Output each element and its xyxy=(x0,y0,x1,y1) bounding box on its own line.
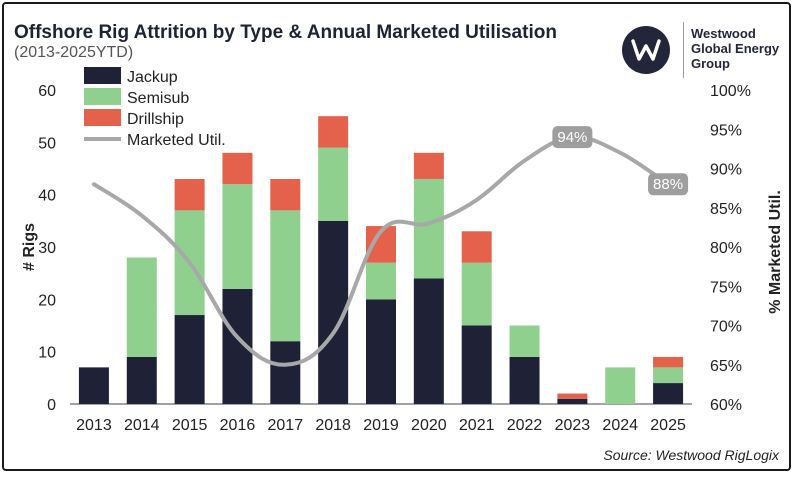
left-axis-tick-label: 50 xyxy=(38,135,56,152)
bar-jackup xyxy=(78,367,109,404)
bar-drillship xyxy=(461,231,492,263)
left-axis-tick-label: 30 xyxy=(38,240,56,257)
bar-drillship xyxy=(174,178,205,211)
right-axis-tick-label: 75% xyxy=(710,279,742,296)
x-axis-tick-label: 2016 xyxy=(220,417,256,434)
left-axis-tick-label: 10 xyxy=(38,345,56,362)
x-axis-tick-label: 2024 xyxy=(602,417,638,434)
right-axis-tick-label: 85% xyxy=(710,201,742,218)
x-axis-tick-label: 2014 xyxy=(124,417,160,434)
x-axis-tick-label: 2015 xyxy=(172,417,208,434)
left-axis-title: # Rigs xyxy=(21,223,38,271)
right-axis-tick-label: 100% xyxy=(710,83,751,100)
legend-label: Jackup xyxy=(127,69,178,86)
chart-frame: Offshore Rig Attrition by Type & Annual … xyxy=(2,2,791,471)
bar-drillship xyxy=(222,152,253,185)
bar-jackup xyxy=(509,356,540,404)
bar-jackup xyxy=(461,325,492,404)
w-monogram-icon xyxy=(622,26,670,74)
left-axis-tick-label: 40 xyxy=(38,188,56,205)
bar-jackup xyxy=(557,398,588,404)
x-axis-tick-label: 2019 xyxy=(363,417,399,434)
bar-semisub xyxy=(222,184,253,289)
bar-jackup xyxy=(174,315,205,404)
right-axis-tick-label: 70% xyxy=(710,319,742,336)
logo-line-1: Westwood xyxy=(691,26,756,41)
bar-semisub xyxy=(605,367,636,404)
logo-line-3: Group xyxy=(691,56,730,71)
right-axis-tick-label: 65% xyxy=(710,358,742,375)
bar-drillship xyxy=(557,393,588,399)
util-callout-label: 94% xyxy=(557,129,587,146)
chart-title: Offshore Rig Attrition by Type & Annual … xyxy=(14,22,557,43)
right-axis-title: % Marketed Util. xyxy=(767,190,784,314)
legend-swatch-drillship xyxy=(84,109,121,126)
bar-semisub xyxy=(461,262,492,326)
legend-swatch-jackup xyxy=(84,67,121,84)
x-axis-tick-label: 2017 xyxy=(268,417,304,434)
left-axis-tick-label: 20 xyxy=(38,292,56,309)
x-axis-tick-label: 2023 xyxy=(555,417,591,434)
x-axis-tick-label: 2013 xyxy=(76,417,112,434)
x-axis-tick-label: 2021 xyxy=(459,417,495,434)
right-axis-tick-label: 80% xyxy=(710,240,742,257)
bar-jackup xyxy=(270,341,301,404)
right-axis-tick-label: 95% xyxy=(710,122,742,139)
util-callout-label: 88% xyxy=(653,176,683,193)
legend-label: Drillship xyxy=(127,111,184,128)
left-axis-tick-label: 0 xyxy=(47,397,56,414)
legend-label: Marketed Util. xyxy=(127,132,226,149)
x-axis-tick-label: 2022 xyxy=(507,417,543,434)
bar-semisub xyxy=(126,257,157,357)
util-callout-badge xyxy=(552,126,593,149)
bar-semisub xyxy=(366,262,396,300)
right-axis-tick-label: 90% xyxy=(710,162,742,179)
bar-semisub xyxy=(318,147,349,221)
logo-divider xyxy=(683,22,684,78)
bar-jackup xyxy=(653,383,684,404)
bar-semisub xyxy=(653,367,684,384)
legend-swatch-semisub xyxy=(84,88,121,105)
bar-drillship xyxy=(270,178,301,211)
source-note: Source: Westwood RigLogix xyxy=(603,447,779,463)
bar-semisub xyxy=(270,210,301,342)
bar-semisub xyxy=(413,178,444,279)
bar-semisub xyxy=(509,325,540,357)
bar-jackup xyxy=(366,299,396,404)
util-callout-badge xyxy=(648,173,689,196)
bar-jackup xyxy=(126,356,157,404)
logo-wordmark: Westwood Global Energy Group xyxy=(691,26,786,71)
logo-line-2: Global Energy xyxy=(691,41,780,56)
left-axis-tick-label: 60 xyxy=(38,83,56,100)
legend-label: Semisub xyxy=(127,90,189,107)
chart-plot: 0 10 20 30 40 50 60 60% 65% 70% 75% 80% 85% 90% 95% 100… xyxy=(21,67,784,434)
x-axis-tick-label: 2020 xyxy=(411,417,447,434)
bar-drillship xyxy=(318,116,349,148)
x-axis-tick-label: 2025 xyxy=(650,417,686,434)
bar-drillship xyxy=(413,152,444,179)
x-axis-tick-label: 2018 xyxy=(315,417,351,434)
bar-drillship xyxy=(653,356,684,368)
right-axis-tick-label: 60% xyxy=(710,397,742,414)
bar-jackup xyxy=(413,278,444,404)
chart-subtitle: (2013-2025YTD) xyxy=(14,44,134,61)
